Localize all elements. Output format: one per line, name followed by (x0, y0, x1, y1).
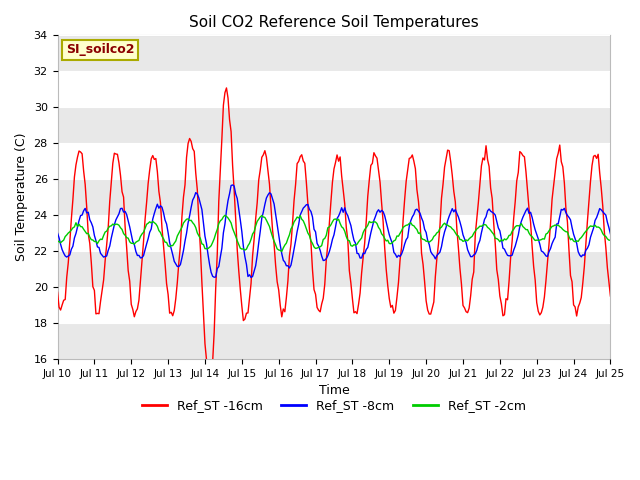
Title: Soil CO2 Reference Soil Temperatures: Soil CO2 Reference Soil Temperatures (189, 15, 479, 30)
Bar (58, 179, 611, 215)
X-axis label: Time: Time (319, 384, 349, 397)
Bar (58, 36, 611, 72)
Y-axis label: Soil Temperature (C): Soil Temperature (C) (15, 133, 28, 262)
Legend: Ref_ST -16cm, Ref_ST -8cm, Ref_ST -2cm: Ref_ST -16cm, Ref_ST -8cm, Ref_ST -2cm (137, 395, 531, 418)
Text: SI_soilco2: SI_soilco2 (66, 43, 134, 57)
Bar (58, 323, 611, 359)
Bar (58, 251, 611, 287)
Bar (58, 107, 611, 143)
